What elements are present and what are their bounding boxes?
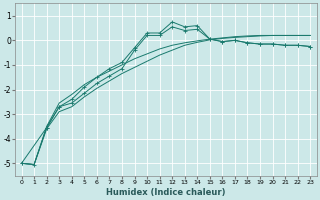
X-axis label: Humidex (Indice chaleur): Humidex (Indice chaleur)	[106, 188, 226, 197]
